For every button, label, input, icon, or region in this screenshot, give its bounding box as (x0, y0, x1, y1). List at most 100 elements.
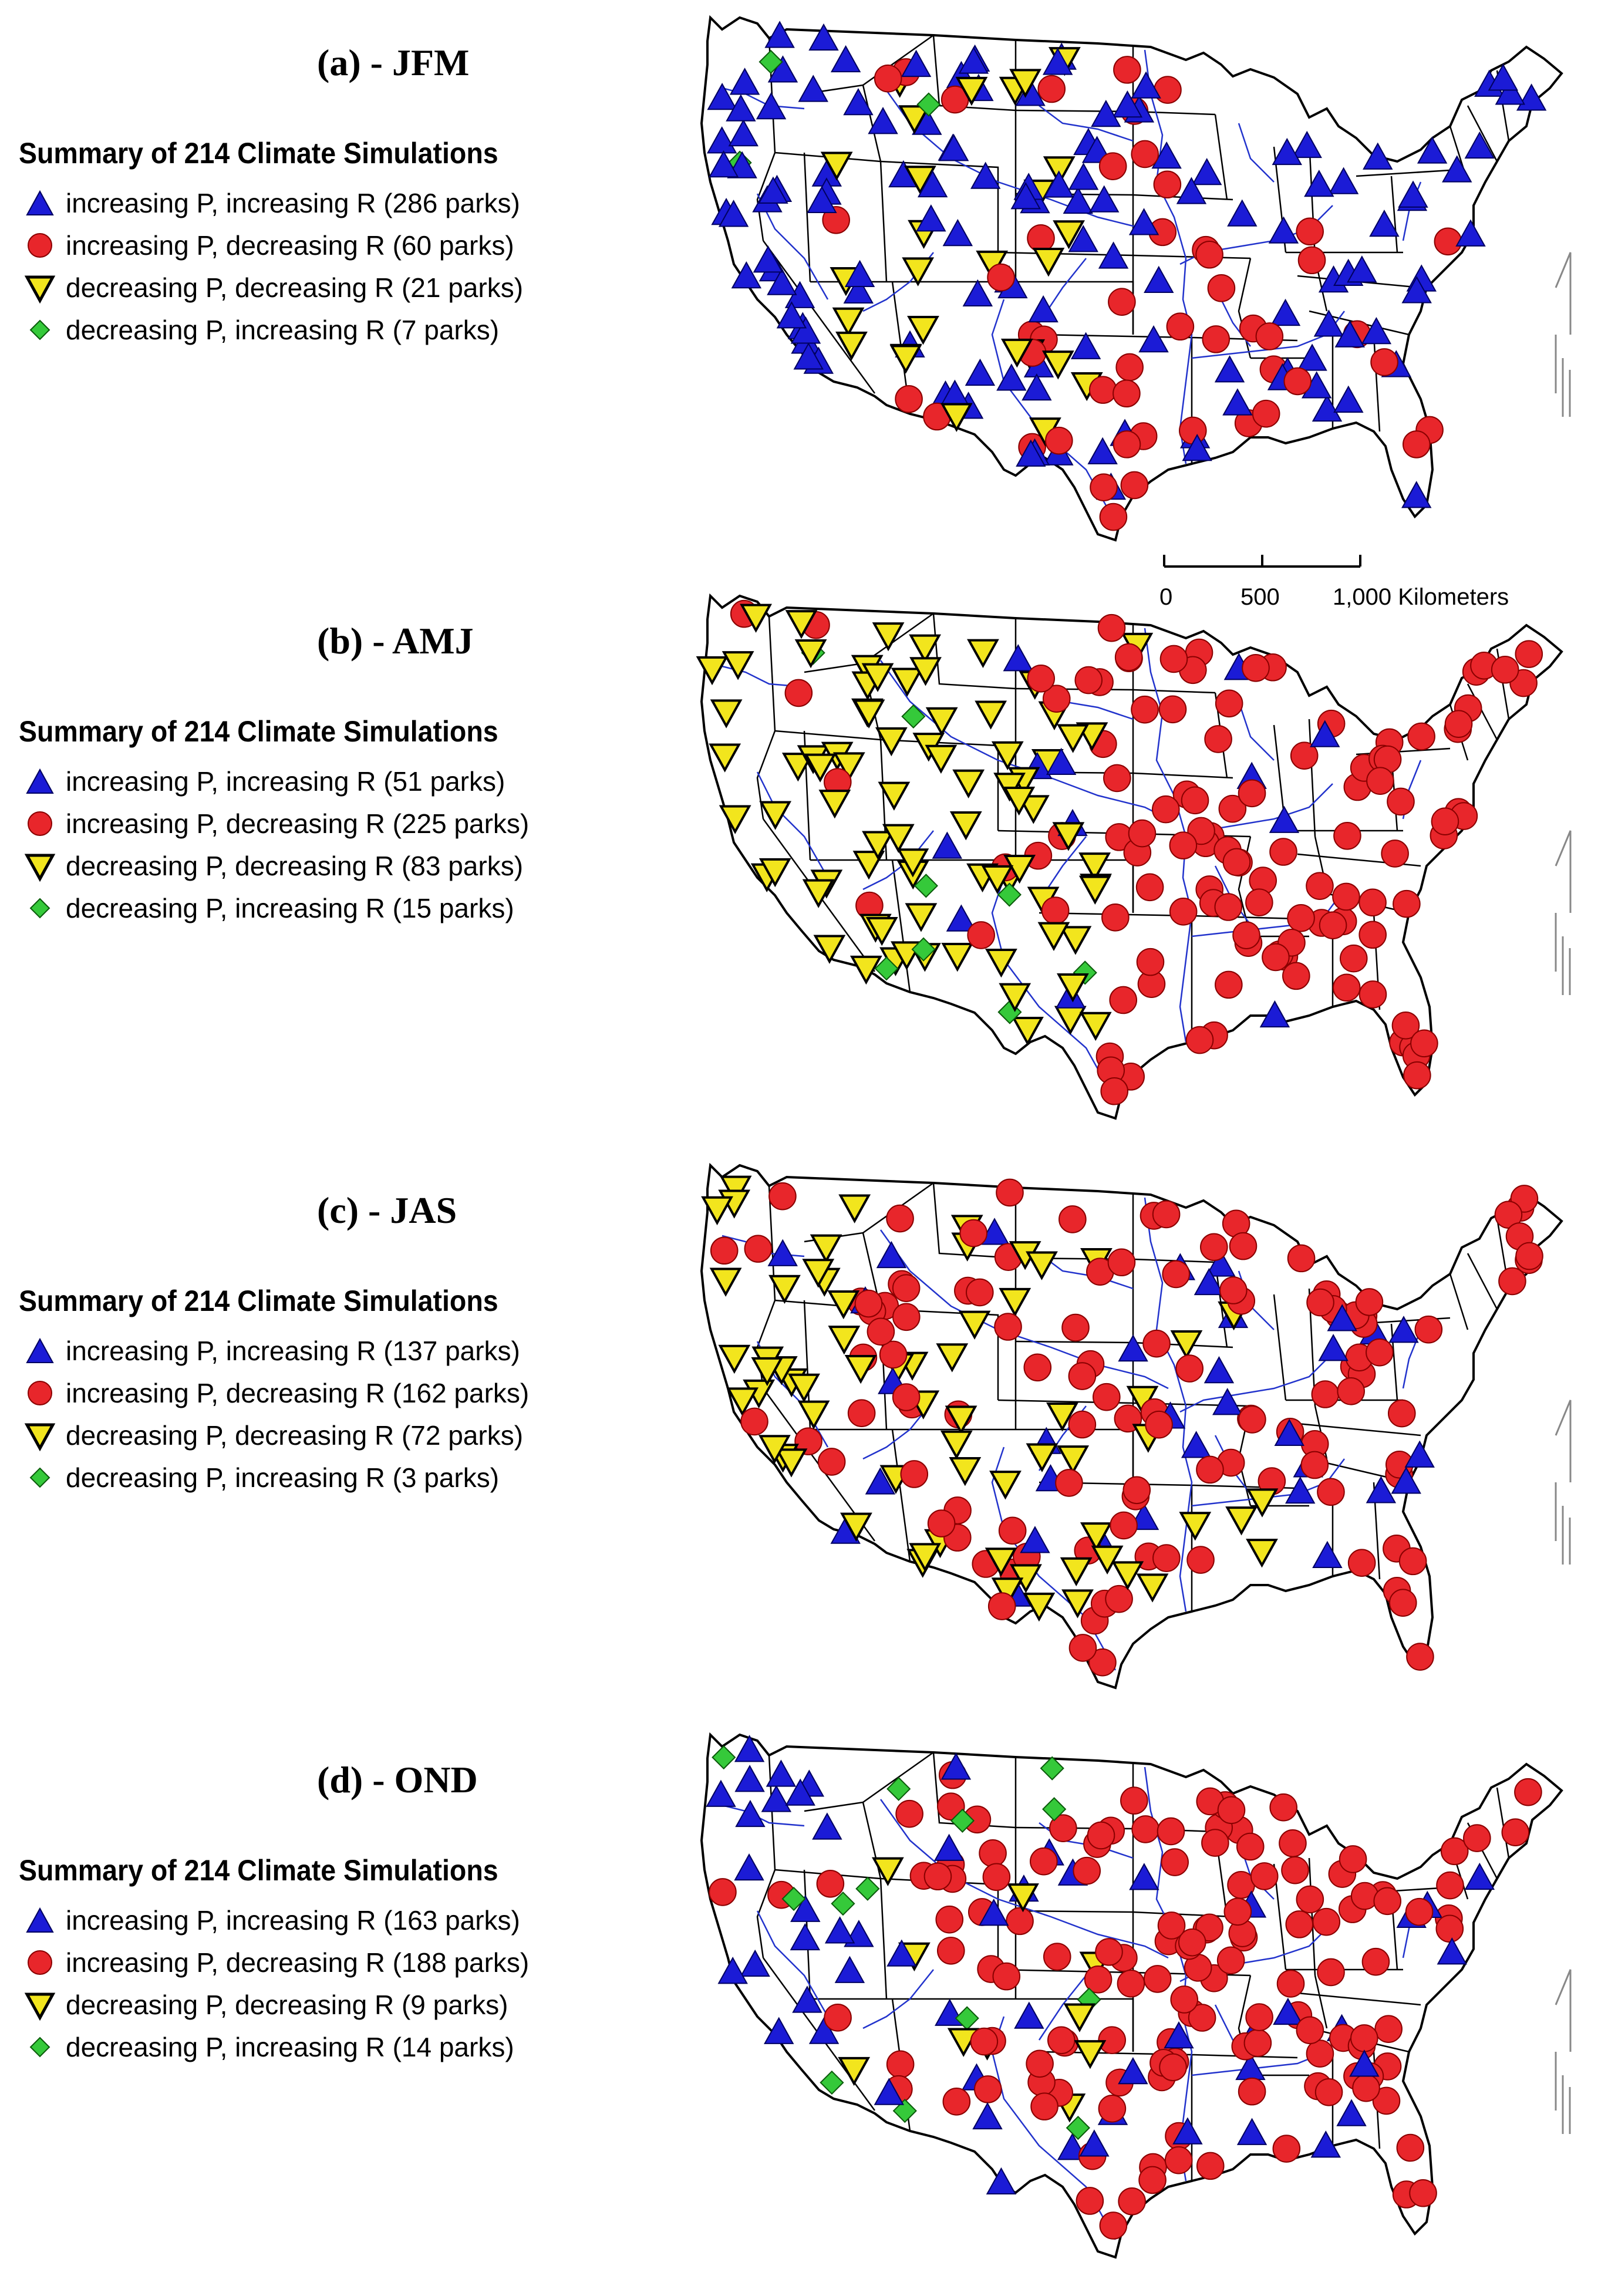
park-marker-increasing-p-increasing-r (767, 55, 798, 83)
park-marker-increasing-p-increasing-r (1164, 2021, 1194, 2049)
park-marker-increasing-p-decreasing-r (1282, 962, 1310, 990)
park-marker-increasing-p-decreasing-r (1238, 1405, 1266, 1434)
park-marker-increasing-p-decreasing-r (1041, 896, 1070, 925)
legend: increasing P, increasing R (137 parks) i… (23, 1330, 529, 1499)
park-marker-increasing-p-decreasing-r (937, 1792, 965, 1821)
park-marker-increasing-p-decreasing-r (1159, 645, 1188, 673)
park-marker-increasing-p-decreasing-r (935, 1905, 964, 1934)
park-marker-decreasing-p-decreasing-r (844, 1354, 877, 1384)
park-marker-decreasing-p-decreasing-r (925, 744, 958, 774)
park-marker-increasing-p-decreasing-r (1061, 1313, 1090, 1342)
park-marker-increasing-p-increasing-r (1398, 180, 1428, 208)
park-marker-increasing-p-decreasing-r (1027, 224, 1055, 252)
legend-item-ipdr: increasing P, decreasing R (60 parks) (23, 224, 523, 267)
park-marker-increasing-p-increasing-r (726, 94, 756, 122)
park-marker-increasing-p-increasing-r (1182, 433, 1212, 461)
park-marker-increasing-p-increasing-r (1417, 136, 1448, 164)
park-marker-increasing-p-increasing-r (792, 1985, 822, 2013)
park-marker-decreasing-p-decreasing-r (827, 1290, 860, 1320)
park-marker-decreasing-p-decreasing-r (719, 805, 751, 834)
park-marker-increasing-p-decreasing-r (1372, 2086, 1401, 2115)
park-marker-increasing-p-decreasing-r (847, 1399, 876, 1428)
park-marker-increasing-p-decreasing-r (1358, 921, 1387, 949)
park-marker-increasing-p-decreasing-r (1250, 1862, 1279, 1890)
park-marker-decreasing-p-decreasing-r (740, 603, 772, 633)
park-marker-increasing-p-increasing-r (1401, 276, 1432, 304)
green-diamond-icon (23, 313, 56, 346)
park-marker-decreasing-p-decreasing-r (1170, 1330, 1203, 1360)
park-marker-increasing-p-decreasing-r (1296, 217, 1324, 246)
park-marker-decreasing-p-decreasing-r (991, 741, 1024, 771)
park-marker-increasing-p-decreasing-r (1128, 819, 1157, 848)
park-marker-increasing-p-decreasing-r (1361, 1947, 1390, 1976)
park-marker-increasing-p-decreasing-r (1154, 76, 1182, 104)
park-marker-decreasing-p-decreasing-r (832, 307, 865, 337)
park-marker-increasing-p-decreasing-r (1314, 2078, 1343, 2106)
park-marker-increasing-p-decreasing-r (970, 2027, 999, 2056)
park-marker-decreasing-p-decreasing-r (1026, 1443, 1058, 1472)
park-marker-increasing-p-decreasing-r (1317, 1478, 1345, 1506)
park-marker-increasing-p-decreasing-r (1090, 473, 1118, 501)
park-marker-increasing-p-increasing-r (734, 1853, 764, 1881)
park-marker-decreasing-p-decreasing-r (696, 656, 729, 686)
legend-label: increasing P, decreasing R (225 parks) (66, 808, 530, 839)
park-marker-increasing-p-decreasing-r (1283, 367, 1312, 396)
panel-title: (b) - AMJ (317, 620, 474, 662)
park-marker-increasing-p-decreasing-r (1185, 1026, 1214, 1054)
panel-ond: (d) - OND Summary of 214 Climate Simulat… (0, 1717, 1608, 2285)
park-marker-increasing-p-increasing-r (807, 186, 837, 213)
park-marker-decreasing-p-decreasing-r (1041, 350, 1074, 380)
park-marker-increasing-p-increasing-r (1068, 225, 1098, 252)
park-marker-decreasing-p-decreasing-r (1060, 1557, 1093, 1587)
park-marker-decreasing-p-decreasing-r (1080, 1522, 1113, 1552)
park-marker-decreasing-p-decreasing-r (751, 1357, 784, 1387)
park-marker-increasing-p-decreasing-r (1178, 416, 1207, 445)
park-marker-increasing-p-decreasing-r (1405, 1897, 1434, 1926)
park-marker-increasing-p-increasing-r (1112, 90, 1143, 118)
us-map (687, 6, 1579, 558)
park-marker-increasing-p-decreasing-r (1151, 795, 1180, 824)
park-marker-increasing-p-decreasing-r (1306, 1288, 1334, 1317)
park-marker-increasing-p-decreasing-r (1243, 2029, 1272, 2057)
park-marker-increasing-p-increasing-r (1292, 130, 1322, 159)
park-marker-increasing-p-decreasing-r (923, 1862, 952, 1891)
park-marker-increasing-p-decreasing-r (1101, 903, 1130, 932)
river-line (1238, 123, 1275, 183)
park-marker-increasing-p-increasing-r (933, 1833, 965, 1861)
park-marker-increasing-p-increasing-r (843, 88, 874, 116)
park-marker-increasing-p-decreasing-r (1097, 613, 1126, 642)
park-marker-increasing-p-decreasing-r (1107, 1248, 1136, 1277)
park-marker-decreasing-p-decreasing-r (768, 1275, 801, 1304)
park-marker-increasing-p-increasing-r (1016, 439, 1046, 467)
panel-title: (a) - JFM (317, 42, 470, 83)
park-marker-increasing-p-decreasing-r (1136, 948, 1165, 976)
park-marker-increasing-p-decreasing-r (1388, 1589, 1417, 1617)
park-marker-increasing-p-decreasing-r (1410, 1029, 1438, 1058)
park-marker-increasing-p-increasing-r (1318, 1334, 1349, 1361)
park-marker-decreasing-p-decreasing-r (838, 2056, 871, 2086)
legend-label: increasing P, increasing R (137 parks) (66, 1336, 520, 1366)
blue-triangle-up-icon (23, 1904, 56, 1937)
park-marker-increasing-p-decreasing-r (987, 263, 1015, 292)
park-marker-increasing-p-decreasing-r (1181, 786, 1209, 815)
park-marker-decreasing-p-decreasing-r (820, 151, 853, 181)
park-marker-decreasing-p-decreasing-r (1003, 786, 1036, 816)
park-marker-decreasing-p-increasing-r (997, 882, 1022, 907)
park-marker-increasing-p-decreasing-r (1514, 1778, 1542, 1806)
park-marker-increasing-p-increasing-r (1401, 481, 1432, 508)
park-marker-increasing-p-decreasing-r (1296, 1885, 1324, 1914)
park-marker-decreasing-p-decreasing-r (904, 166, 936, 195)
legend-item-ipdr: increasing P, decreasing R (162 parks) (23, 1372, 529, 1414)
park-marker-increasing-p-increasing-r (758, 176, 788, 204)
park-marker-increasing-p-decreasing-r (994, 1313, 1022, 1341)
park-marker-increasing-p-decreasing-r (1276, 1970, 1305, 1998)
park-marker-increasing-p-increasing-r (1063, 186, 1093, 214)
park-marker-increasing-p-increasing-r (735, 1799, 766, 1828)
north-arrow-icon (1555, 1969, 1572, 2134)
park-marker-increasing-p-increasing-r (785, 1778, 815, 1806)
legend-label: decreasing P, decreasing R (83 parks) (66, 851, 524, 881)
park-marker-increasing-p-decreasing-r (1023, 1353, 1052, 1382)
park-marker-decreasing-p-decreasing-r (1074, 2040, 1107, 2069)
park-marker-increasing-p-decreasing-r (1269, 1793, 1297, 1822)
park-marker-increasing-p-decreasing-r (1287, 1244, 1316, 1273)
